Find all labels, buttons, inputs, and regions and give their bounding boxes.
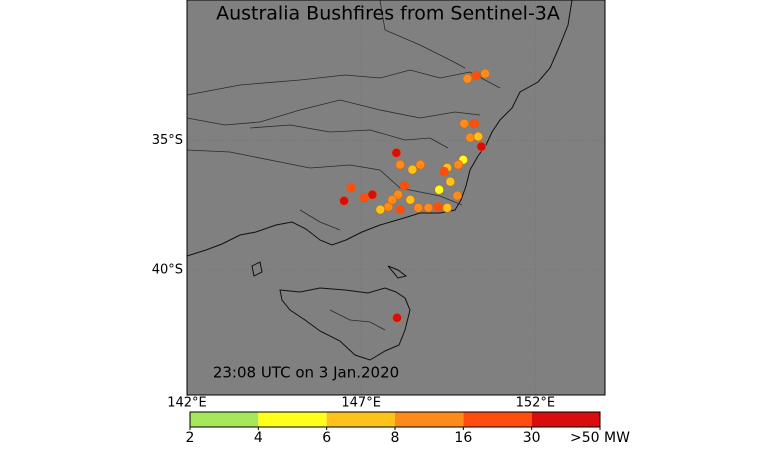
fire-point [391, 148, 402, 158]
fire-point [434, 184, 444, 195]
map-frame [186, 0, 606, 396]
fire-point [359, 192, 370, 203]
fire-point [433, 201, 443, 212]
state-border [186, 69, 501, 96]
grid [186, 0, 605, 395]
fire-point [442, 203, 453, 213]
fire-point [423, 203, 434, 213]
fire-point [405, 195, 416, 205]
colorbar-segment [463, 412, 532, 427]
fire-point [413, 203, 424, 213]
fire-point [387, 195, 397, 205]
fire-point [367, 189, 378, 200]
fire-point [346, 182, 356, 193]
fire-point [476, 141, 487, 152]
tasmania-border [329, 309, 386, 331]
state-border [249, 124, 449, 149]
timestamp: 23:08 UTC on 3 Jan.2020 [213, 364, 399, 382]
colorbar-label: 8 [391, 430, 400, 446]
state-border [379, 0, 466, 69]
fire-point [375, 204, 386, 215]
colorbar-label: 6 [322, 430, 331, 446]
fire-point [392, 313, 402, 323]
colorbar-label: 30 [523, 430, 541, 446]
fire-point [415, 159, 426, 170]
x-tick-label: 152°E [516, 396, 556, 411]
fire-point [407, 164, 418, 175]
state-border [186, 149, 463, 206]
fire-point [339, 196, 349, 206]
fire-point [395, 159, 405, 170]
map-title: Australia Bushfires from Sentinel-3A [216, 3, 560, 25]
state-border [186, 99, 481, 126]
colorbar-segment [258, 412, 327, 427]
colorbar-label: >50 MW [570, 430, 630, 446]
colorbar-segment [531, 412, 600, 427]
fire-point [439, 166, 449, 177]
fire-point [462, 73, 473, 84]
x-tick-label: 142°E [167, 396, 207, 411]
fire-point [465, 132, 475, 143]
state-border [299, 209, 341, 231]
mainland-coastline [186, 0, 573, 257]
fire-point [459, 118, 470, 129]
fire-point [399, 180, 410, 191]
fire-point [395, 204, 405, 215]
fire-point [445, 176, 456, 187]
fire-point [452, 190, 463, 201]
fire-point [471, 70, 481, 81]
y-tick-label: 35°S [152, 133, 183, 148]
colorbar-label: 4 [254, 430, 263, 446]
tasmania-coastline [279, 287, 411, 361]
fires [339, 68, 490, 323]
colorbar-segment [190, 412, 259, 427]
colorbar-segment [395, 412, 464, 427]
fire-point [480, 68, 490, 79]
fire-point [469, 118, 480, 129]
kangaroo-island [251, 261, 263, 277]
x-tick-label: 147°E [341, 396, 381, 411]
fire-point [473, 131, 484, 142]
colorbar-label: 16 [454, 430, 472, 446]
fire-point [453, 159, 464, 170]
y-tick-label: 40°S [152, 262, 183, 277]
colorbar-segment [326, 412, 395, 427]
colorbar-label: 2 [186, 430, 195, 446]
flinders-island [387, 265, 408, 279]
